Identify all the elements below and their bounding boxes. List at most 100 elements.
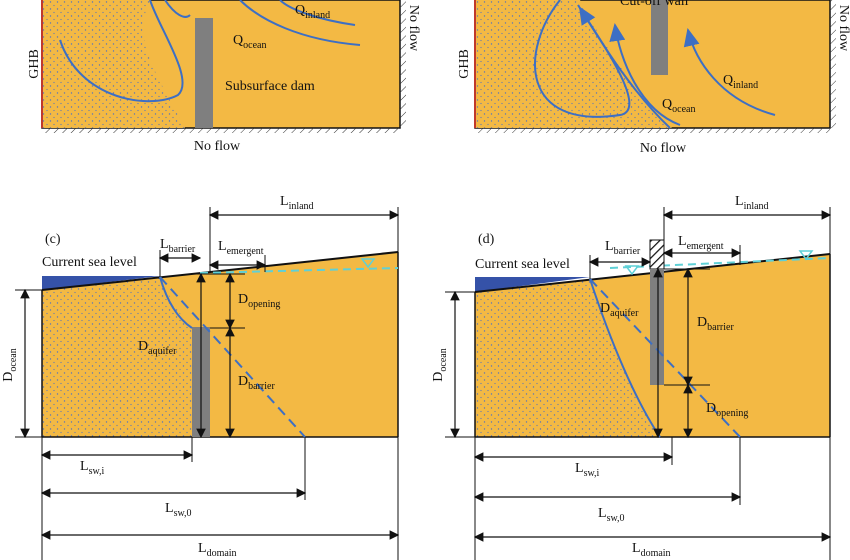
flow-line: [577, 4, 671, 129]
subscript: inland: [744, 201, 769, 212]
symbol: D: [431, 372, 446, 382]
symbol: D: [706, 401, 716, 416]
panel-c: [15, 207, 400, 560]
subscript: ocean: [438, 348, 449, 371]
symbol: D: [697, 315, 707, 330]
panel-d: [445, 207, 832, 560]
sea-level: Current sea level: [42, 255, 137, 270]
water-table: [199, 267, 399, 274]
initial-interface: [159, 276, 306, 438]
ground-surface: [41, 251, 399, 291]
d-barrier: Dbarrier: [697, 315, 734, 333]
l-inland: Linland: [280, 194, 314, 212]
subscript: aquifer: [610, 308, 639, 319]
l-emergent: Lemergent: [678, 234, 724, 252]
subscript: aquifer: [148, 346, 177, 357]
symbol: L: [160, 237, 169, 252]
label: (d): [478, 232, 495, 247]
l-barrier: Lbarrier: [605, 239, 641, 257]
boundary-label: GHB: [457, 49, 472, 79]
interface: [589, 278, 661, 438]
l-sw-0: Lsw,0: [598, 506, 625, 524]
no-flow-boundary: [475, 128, 830, 133]
saltwater-zone: [42, 0, 185, 128]
symbol: L: [735, 194, 744, 209]
subscript: barrier: [614, 246, 641, 257]
l-barrier: Lbarrier: [160, 237, 196, 255]
flow-label: Qinland: [723, 73, 758, 91]
boundary-label: No flow: [406, 5, 421, 52]
flow-line: [239, 0, 361, 46]
saltwater-zone: [42, 277, 192, 437]
water-table: [609, 257, 831, 269]
no-flow-boundary: [830, 0, 836, 128]
panel-b: [474, 0, 836, 133]
symbol: Q: [295, 3, 305, 18]
symbol: L: [678, 234, 687, 249]
d-aquifer: Daquifer: [600, 301, 639, 319]
l-domain: Ldomain: [632, 541, 671, 559]
dimensions: [15, 207, 400, 560]
barrier-emergent: [649, 239, 665, 270]
symbol: L: [280, 194, 289, 209]
l-domain: Ldomain: [198, 541, 237, 559]
water-table-symbol: [624, 265, 640, 276]
flow-line: [279, 0, 356, 26]
initial-interface: [589, 278, 741, 438]
water-table-symbol: [360, 258, 376, 269]
symbol: L: [165, 501, 174, 516]
no-flow-boundary: [42, 128, 400, 133]
symbol: D: [138, 339, 148, 354]
subscript: barrier: [169, 244, 196, 255]
d-opening: Dopening: [706, 401, 748, 419]
subsurface-dam: [195, 18, 213, 128]
subscript: ocean: [672, 104, 695, 115]
subscript: sw,0: [174, 508, 192, 519]
symbol: D: [238, 374, 248, 389]
subscript: ocean: [8, 348, 19, 371]
barrier: [650, 269, 664, 385]
flow-line: [609, 23, 681, 126]
flow-line: [164, 0, 191, 18]
boundary-label: GHB: [27, 49, 42, 79]
l-emergent: Lemergent: [218, 239, 264, 257]
flow-line: [683, 28, 776, 116]
symbol: Q: [662, 97, 672, 112]
boundary-label: No flow: [640, 141, 687, 156]
no-flow-boundary: [400, 0, 406, 128]
subscript: sw,i: [89, 466, 105, 477]
saltwater-zone: [475, 279, 660, 437]
symbol: L: [575, 461, 584, 476]
d-barrier: Dbarrier: [238, 374, 275, 392]
flow-line: [59, 0, 184, 103]
subscript: ocean: [243, 40, 266, 51]
label: (c): [45, 232, 61, 247]
flow-label: Qinland: [295, 3, 330, 21]
symbol: Q: [233, 33, 243, 48]
subscript: barrier: [248, 381, 275, 392]
symbol: Q: [723, 73, 733, 88]
subscript: domain: [207, 548, 237, 559]
sea-level: Current sea level: [475, 257, 570, 272]
boundary-label: No flow: [194, 139, 241, 154]
symbol: L: [80, 459, 89, 474]
subscript: sw,i: [584, 468, 600, 479]
subscript: inland: [733, 80, 758, 91]
d-aquifer: Daquifer: [138, 339, 177, 357]
panel-a: [41, 0, 406, 133]
water-table-symbol: [798, 250, 814, 261]
symbol: D: [1, 372, 16, 382]
l-sw-i: Lsw,i: [575, 461, 600, 479]
symbol: D: [238, 292, 248, 307]
symbol: D: [600, 301, 610, 316]
subscript: barrier: [707, 322, 734, 333]
symbol: L: [218, 239, 227, 254]
subscript: inland: [305, 10, 330, 21]
flow-label: Qocean: [662, 97, 695, 115]
subscript: opening: [716, 408, 748, 419]
boundary-label: No flow: [836, 5, 850, 52]
d-ocean: Docean: [431, 348, 449, 381]
barrier-label: Cut-off wall: [620, 0, 689, 9]
